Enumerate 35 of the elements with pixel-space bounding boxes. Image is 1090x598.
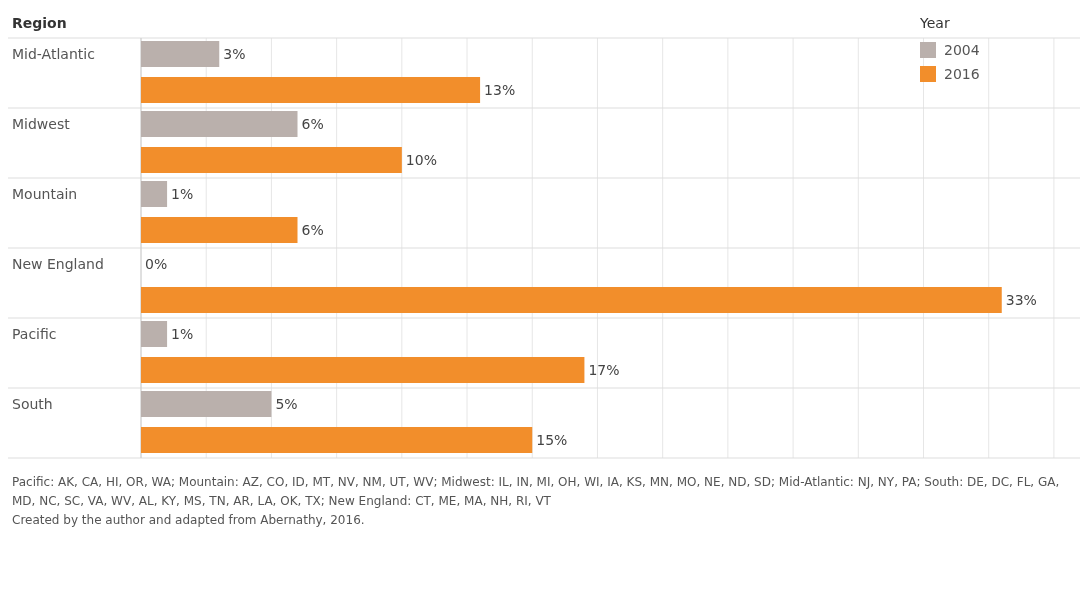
bar (141, 321, 168, 347)
bar (141, 357, 585, 383)
bar (141, 111, 298, 137)
y-tick-label: New England (12, 256, 104, 272)
text: Pacific: AK, CA, HI, OR, WA; Mountain: AZ, CO, ID, MT, NV, NM, UT, WV; Midwest: IL, IN, MI, OH, WI, IA, KS, MN, MO, NE, ND, SD; Mid-Atlantic: NJ, NY, PA; South: DE, DC, FL, GA, MD, NC, SC, VA, WV, AL, KY, MS, TN, AR, LA, OK, TX; New England: CT, ME, MA, NH, RI, VT (12, 475, 1060, 508)
bar (141, 77, 481, 103)
bar (141, 181, 168, 207)
y-tick-label: Mid-Atlantic (12, 46, 95, 62)
data-label: 1% (171, 326, 194, 342)
y-tick-label: Midwest (12, 116, 71, 132)
text: Created by the author and adapted from Abernathy, 2016. (12, 513, 365, 527)
bar (141, 217, 298, 243)
y-tick-label: Pacific (12, 326, 57, 342)
bar (141, 41, 220, 67)
y-axis-title: Region (12, 15, 67, 31)
legend-title: Year (919, 15, 950, 31)
data-label: 15% (536, 432, 568, 448)
data-label: 6% (301, 222, 324, 238)
legend-label: 2016 (944, 66, 980, 82)
data-label: 33% (1005, 292, 1037, 308)
data-label: 5% (275, 396, 298, 412)
data-label: 0% (145, 256, 168, 272)
y-tick-label: South (12, 396, 53, 412)
bar (141, 147, 402, 173)
data-label: 6% (301, 116, 324, 132)
data-label: 17% (588, 362, 620, 378)
y-tick-label: Mountain (12, 186, 78, 202)
data-label: 10% (405, 152, 437, 168)
data-label: 13% (484, 82, 516, 98)
bar (141, 391, 272, 417)
bar (141, 427, 533, 453)
bar (141, 287, 1002, 313)
data-label: 1% (171, 186, 194, 202)
legend-label: 2004 (944, 42, 980, 58)
data-label: 3% (223, 46, 246, 62)
